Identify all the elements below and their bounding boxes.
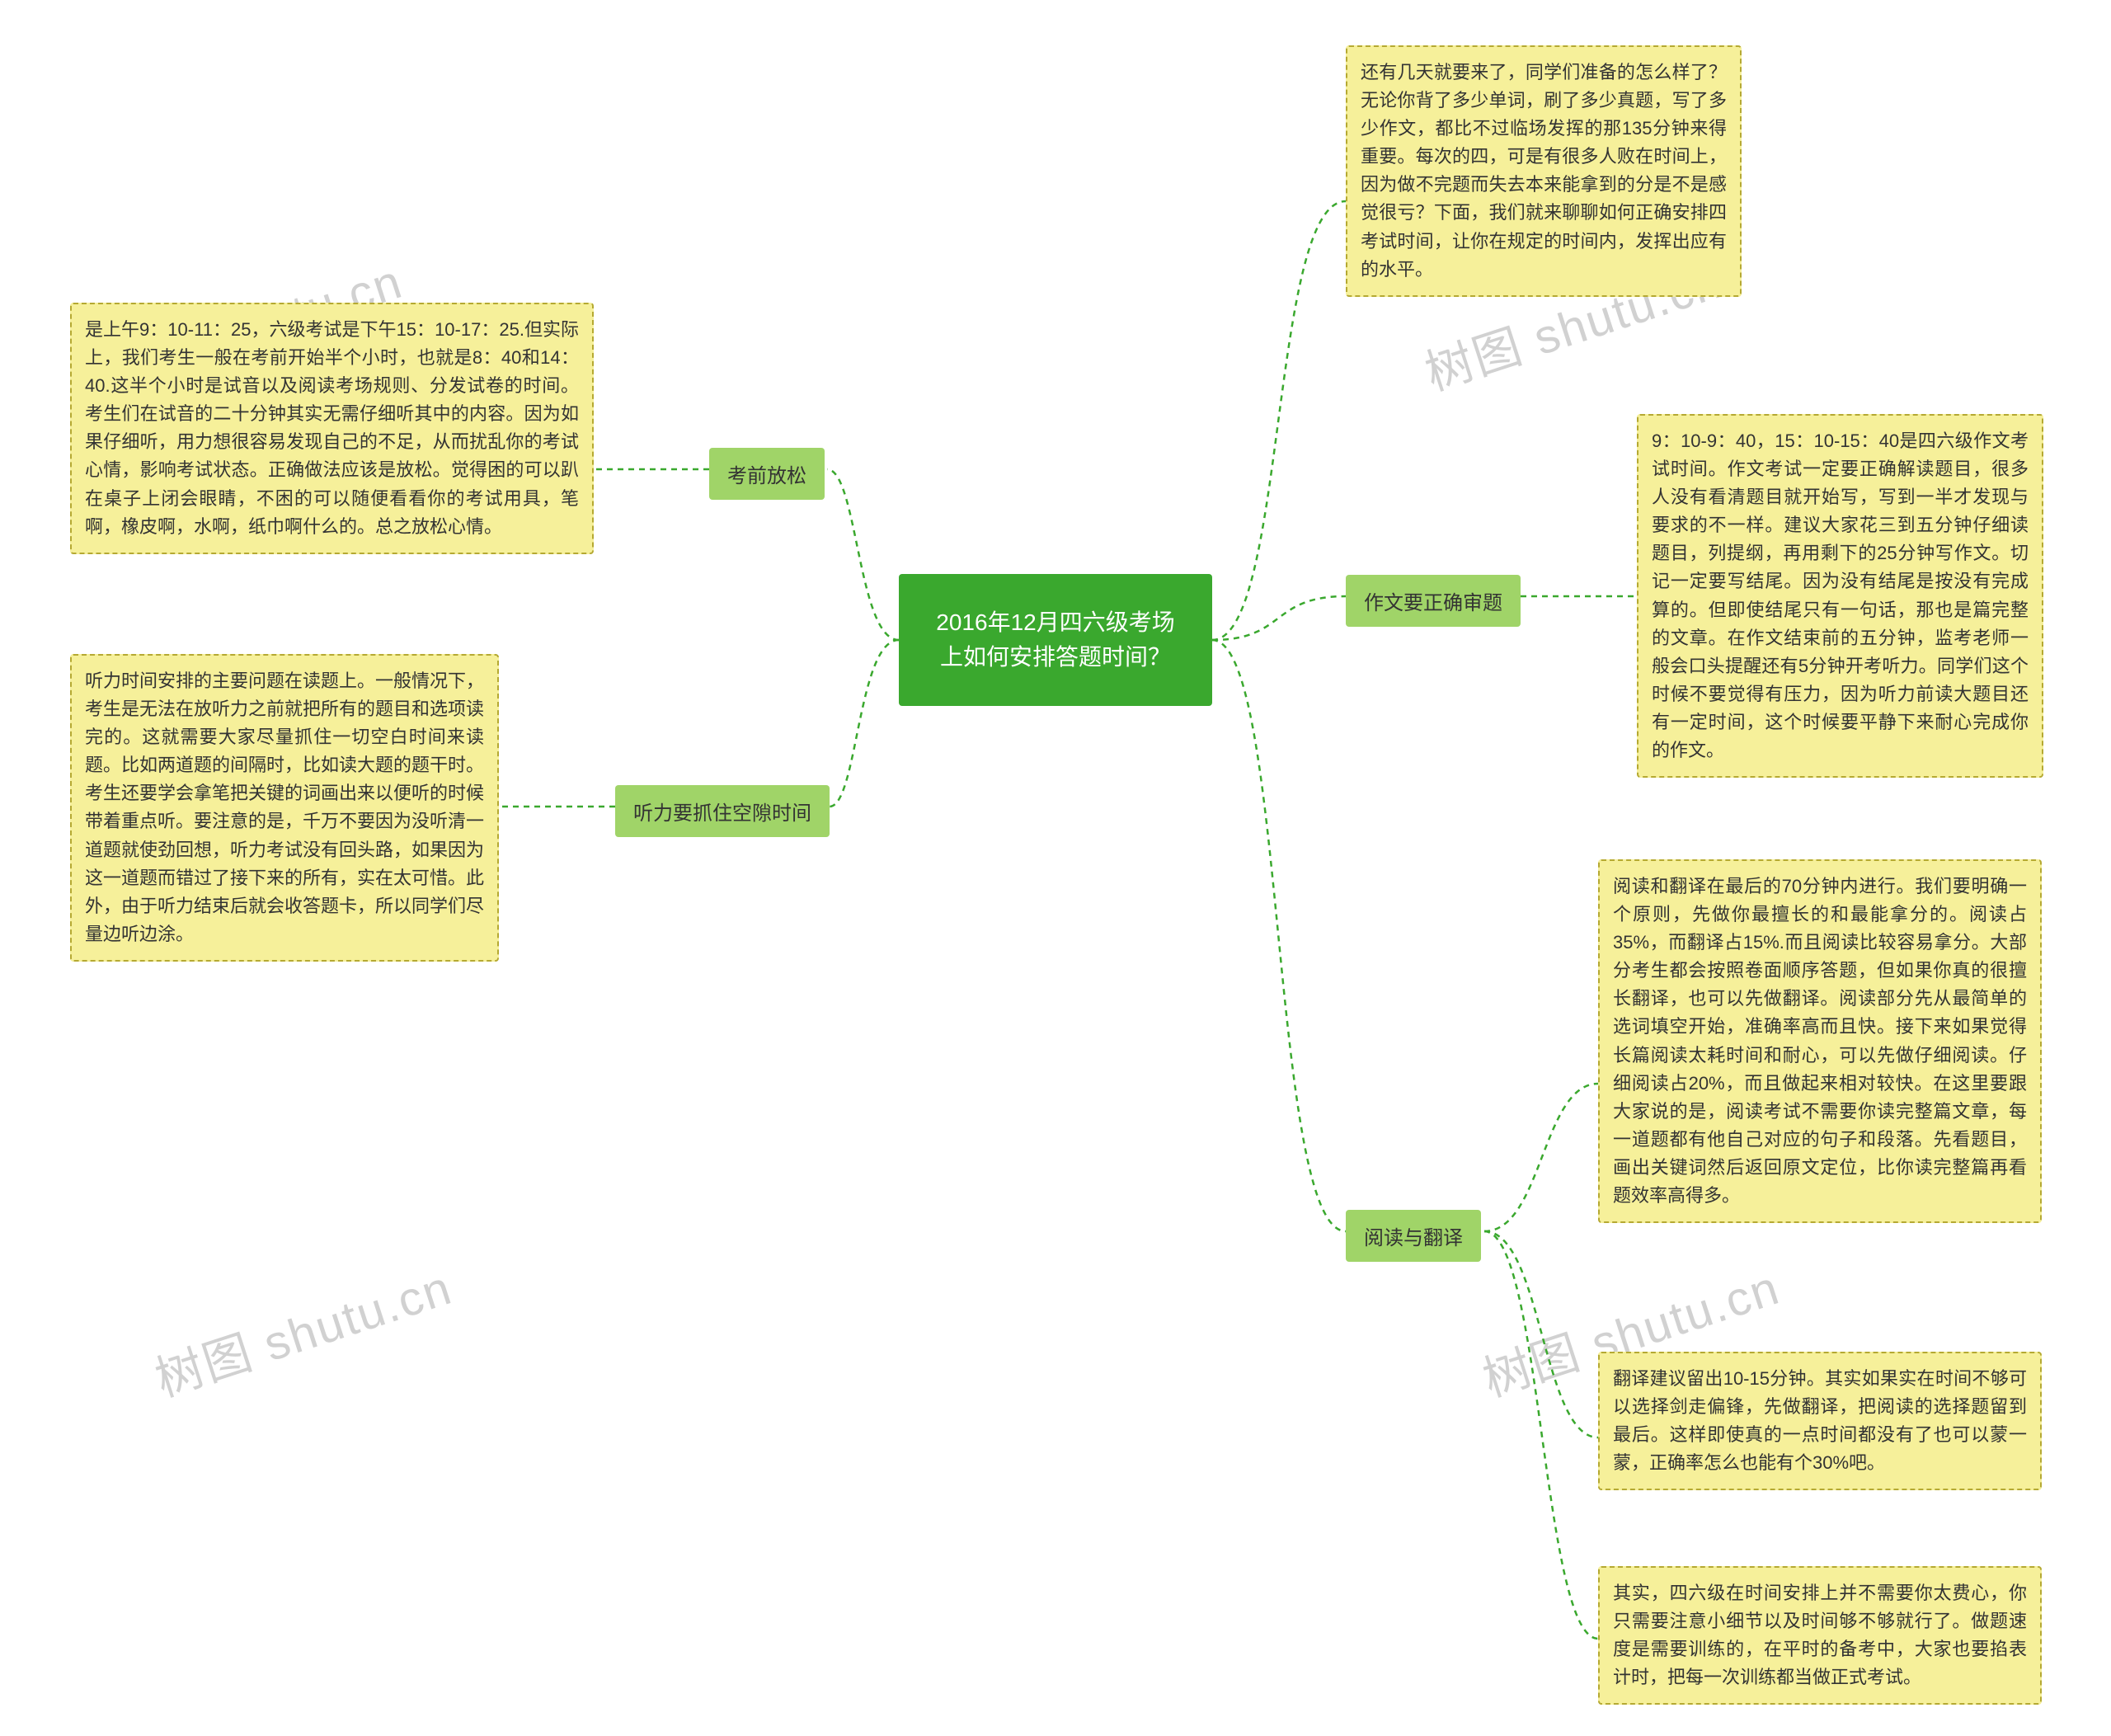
leaf-text: 阅读和翻译在最后的70分钟内进行。我们要明确一个原则，先做你最擅长的和最能拿分的… [1613, 876, 2027, 1206]
connector [1212, 596, 1346, 640]
branch-listening[interactable]: 听力要抓住空隙时间 [615, 785, 830, 837]
leaf-listening-detail[interactable]: 听力时间安排的主要问题在读题上。一般情况下，考生是无法在放听力之前就把所有的题目… [70, 654, 499, 962]
connector [827, 469, 899, 640]
leaf-text: 还有几天就要来了，同学们准备的怎么样了？无论你背了多少单词，刷了多少真题，写了多… [1361, 62, 1727, 280]
watermark: 树图 shutu.cn [145, 1249, 459, 1409]
connector [830, 640, 899, 807]
leaf-text: 是上午9：10-11：25，六级考试是下午15：10-17：25.但实际上，我们… [85, 319, 579, 537]
connector [1484, 1231, 1598, 1437]
branch-label: 阅读与翻译 [1364, 1227, 1463, 1249]
leaf-intro[interactable]: 还有几天就要来了，同学们准备的怎么样了？无论你背了多少单词，刷了多少真题，写了多… [1346, 45, 1742, 297]
branch-essay[interactable]: 作文要正确审题 [1346, 575, 1521, 627]
branch-relax[interactable]: 考前放松 [709, 448, 825, 500]
branch-reading[interactable]: 阅读与翻译 [1346, 1210, 1481, 1262]
leaf-relax-detail[interactable]: 是上午9：10-11：25，六级考试是下午15：10-17：25.但实际上，我们… [70, 303, 594, 554]
center-node[interactable]: 2016年12月四六级考场上如何安排答题时间？ [899, 574, 1212, 706]
connector [1484, 1231, 1598, 1639]
leaf-reading-3[interactable]: 其实，四六级在时间安排上并不需要你太费心，你只需要注意小细节以及时间够不够就行了… [1598, 1566, 2042, 1705]
leaf-text: 翻译建议留出10-15分钟。其实如果实在时间不够可以选择剑走偏锋，先做翻译，把阅… [1613, 1368, 2027, 1473]
leaf-text: 听力时间安排的主要问题在读题上。一般情况下，考生是无法在放听力之前就把所有的题目… [85, 670, 484, 944]
branch-label: 作文要正确审题 [1364, 592, 1502, 614]
leaf-text: 其实，四六级在时间安排上并不需要你太费心，你只需要注意小细节以及时间够不够就行了… [1613, 1583, 2027, 1687]
leaf-reading-1[interactable]: 阅读和翻译在最后的70分钟内进行。我们要明确一个原则，先做你最擅长的和最能拿分的… [1598, 859, 2042, 1223]
leaf-text: 9：10-9：40，15：10-15：40是四六级作文考试时间。作文考试一定要正… [1652, 430, 2029, 760]
connector [1212, 640, 1346, 1231]
branch-label: 考前放松 [727, 465, 806, 487]
connector [1484, 1084, 1598, 1231]
connector [1212, 201, 1346, 640]
leaf-essay-detail[interactable]: 9：10-9：40，15：10-15：40是四六级作文考试时间。作文考试一定要正… [1637, 414, 2043, 778]
center-node-label: 2016年12月四六级考场上如何安排答题时间？ [925, 605, 1186, 675]
branch-label: 听力要抓住空隙时间 [633, 802, 811, 825]
leaf-reading-2[interactable]: 翻译建议留出10-15分钟。其实如果实在时间不够可以选择剑走偏锋，先做翻译，把阅… [1598, 1352, 2042, 1490]
